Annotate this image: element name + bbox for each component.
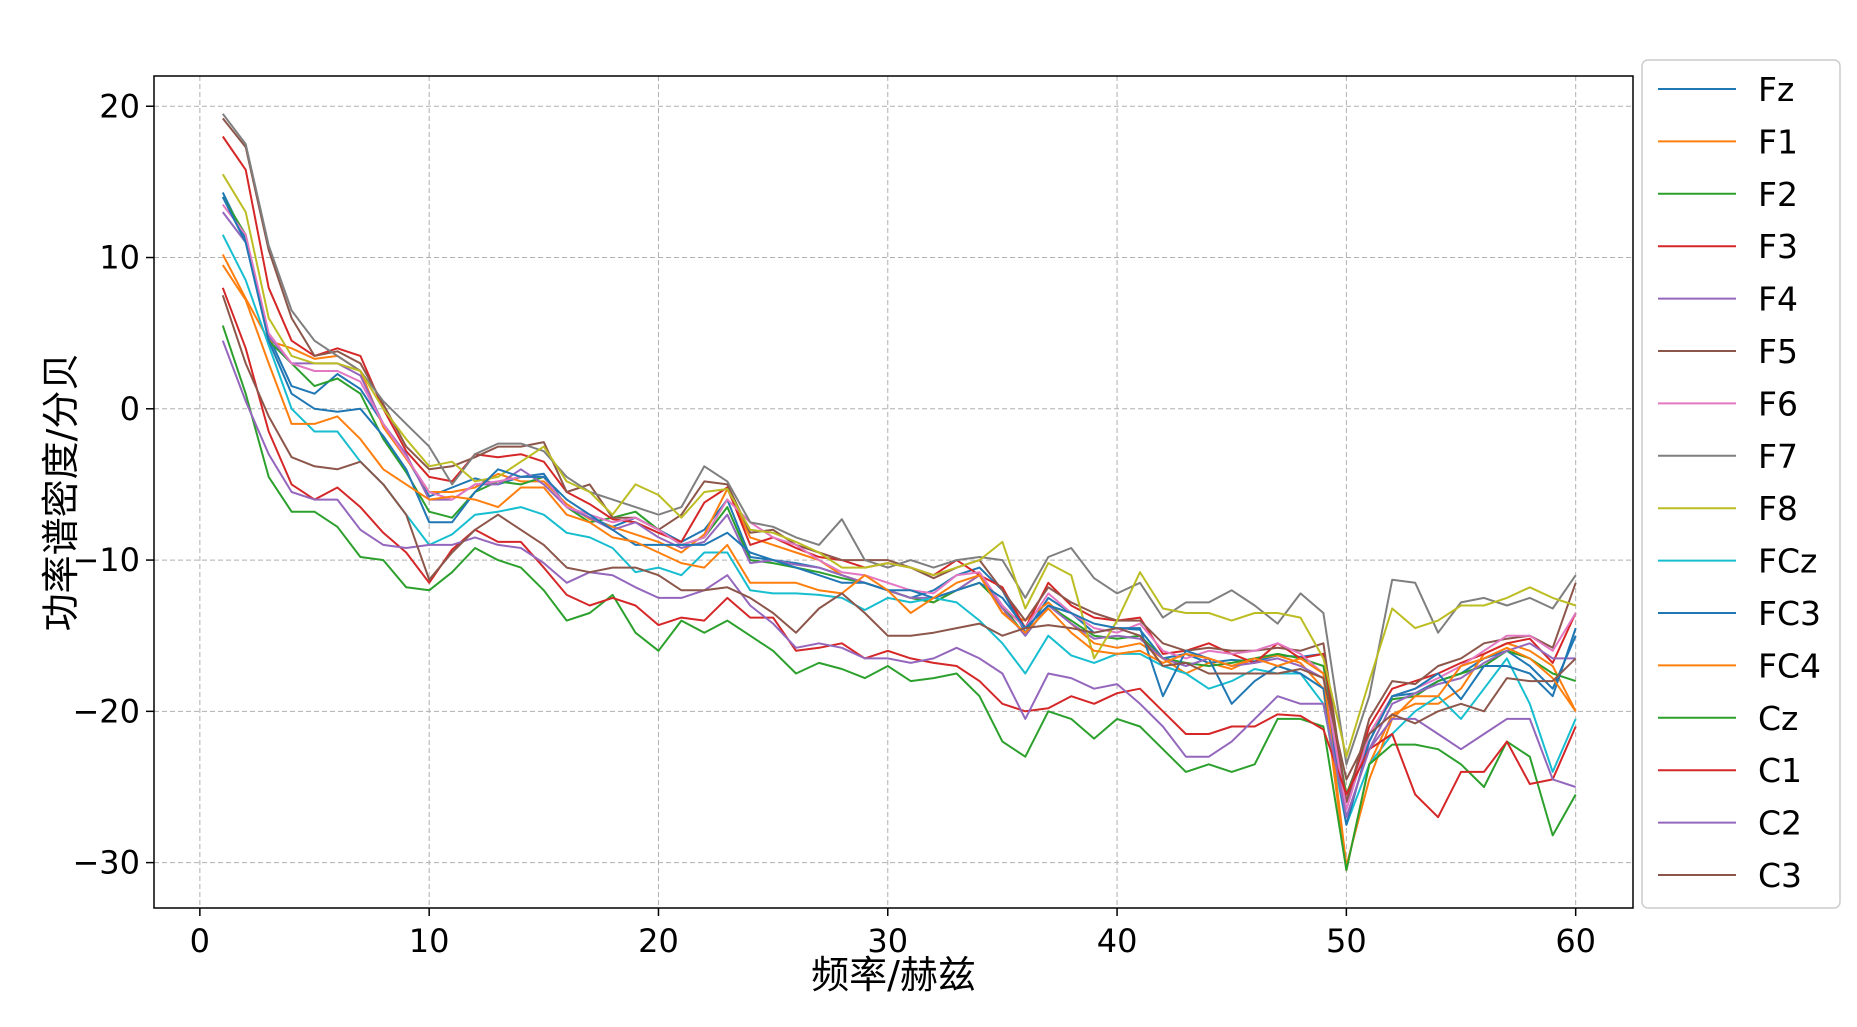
series-line-fcz [221, 234, 1577, 826]
y-tick-label: 10 [99, 239, 140, 277]
x-tick-label: 50 [1326, 922, 1367, 960]
legend-label: F8 [1758, 489, 1798, 528]
x-axis: 0 10 20 30 40 50 60 [190, 908, 1596, 960]
y-axis-label: 功率谱密度/分贝 [39, 353, 83, 632]
legend-label: C1 [1758, 751, 1802, 790]
series-line-f7 [222, 113, 1577, 766]
x-tick-label: 40 [1097, 922, 1138, 960]
legend-label: F7 [1758, 437, 1798, 476]
series-line-c3 [221, 294, 1577, 781]
legend-label: Cz [1758, 699, 1798, 738]
x-tick-label: 0 [190, 922, 210, 960]
series-line-cz [221, 325, 1577, 872]
plot-frame [153, 75, 1634, 909]
series-line-f8 [221, 173, 1577, 758]
x-tick-label: 30 [867, 922, 908, 960]
series-line-c2 [221, 340, 1577, 819]
y-tick-label: 0 [120, 390, 140, 428]
y-tick-label: −20 [72, 692, 140, 730]
legend-label: FC4 [1758, 646, 1821, 685]
legend: Fz F1 F2 F3 F4 F5 F6 F7 F8 FCz FC3 FC4 Cz C1 C2 C3 [1641, 59, 1841, 909]
legend-label: F6 [1758, 384, 1798, 423]
x-tick-label: 10 [409, 922, 450, 960]
legend-frame [1641, 59, 1841, 909]
legend-label: F5 [1758, 332, 1798, 371]
legend-label: F3 [1758, 227, 1798, 266]
series-line-f6 [222, 203, 1577, 811]
series-line-fc3 [221, 196, 1577, 826]
x-axis-label: 频率/赫兹 [811, 953, 976, 997]
legend-label: C3 [1758, 856, 1802, 895]
y-tick-label: −30 [72, 844, 140, 882]
legend-label: FC3 [1758, 594, 1821, 633]
series-line-c1 [221, 287, 1577, 819]
x-tick-label: 60 [1555, 922, 1596, 960]
legend-label: F1 [1758, 122, 1798, 161]
legend-label: F2 [1758, 175, 1798, 214]
y-tick-label: −10 [72, 541, 140, 579]
legend-label: Fz [1758, 70, 1794, 109]
legend-label: C2 [1758, 804, 1802, 843]
x-tick-label: 20 [638, 922, 679, 960]
y-tick-label: 20 [99, 87, 140, 125]
y-axis: −30 −20 −10 0 10 20 [72, 87, 154, 882]
legend-label: FCz [1758, 542, 1817, 581]
series-lines [221, 113, 1577, 872]
legend-label: F4 [1758, 280, 1798, 319]
